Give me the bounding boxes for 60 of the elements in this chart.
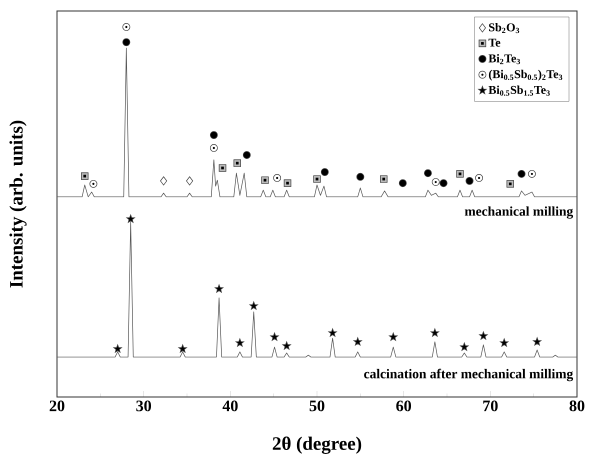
point xyxy=(432,178,440,186)
annotation: calcination after mechanical millimg xyxy=(364,368,574,382)
y-axis-title: Intensity (arb. units) xyxy=(9,120,27,288)
annotation: mechanical milling xyxy=(464,206,574,219)
point xyxy=(270,332,279,341)
point xyxy=(236,338,244,347)
point xyxy=(528,170,536,178)
point xyxy=(424,169,432,178)
point xyxy=(218,164,226,172)
point xyxy=(440,179,448,188)
point xyxy=(353,337,362,346)
point xyxy=(210,144,218,152)
point xyxy=(532,337,542,346)
point xyxy=(380,175,388,183)
x-tick-label: 60 xyxy=(396,400,412,412)
point xyxy=(214,284,224,293)
point xyxy=(186,176,194,186)
point xyxy=(460,342,469,351)
point xyxy=(282,341,291,350)
point xyxy=(456,170,464,178)
point xyxy=(210,131,218,139)
x-tick-label: 20 xyxy=(50,400,64,412)
point xyxy=(160,176,168,186)
x-axis-title: 2θ (degree) xyxy=(272,436,362,454)
point xyxy=(249,301,258,310)
point xyxy=(122,38,130,46)
point xyxy=(81,172,88,180)
point xyxy=(234,159,241,167)
legend-label: Bi$_{2}$Te$_{3}$ xyxy=(488,54,520,64)
point xyxy=(398,179,407,188)
point xyxy=(430,328,440,337)
point xyxy=(356,172,364,181)
point xyxy=(313,175,321,183)
point xyxy=(328,328,337,337)
point xyxy=(320,168,329,176)
point xyxy=(113,344,122,353)
x-tick-label: 70 xyxy=(483,400,498,412)
point xyxy=(261,176,269,184)
x-tick-label: 80 xyxy=(570,400,584,412)
x-tick-label: 30 xyxy=(136,400,152,412)
point xyxy=(89,180,98,188)
x-tick-label: 50 xyxy=(310,400,324,412)
point xyxy=(388,332,398,341)
point xyxy=(466,176,474,185)
point xyxy=(475,174,483,182)
point xyxy=(242,151,251,159)
point xyxy=(479,331,488,340)
point xyxy=(506,180,514,188)
point xyxy=(518,170,526,178)
point xyxy=(178,344,187,353)
point xyxy=(126,214,135,223)
legend-label: (Bi$_{0.5}$Sb$_{0.5}$)$_{2}$Te$_{3}$ xyxy=(488,70,562,81)
x-tick-label: 40 xyxy=(222,400,238,412)
legend-label: Te xyxy=(488,38,500,47)
legend-label: Bi$_{0.5}$Sb$_{1.5}$Te$_{3}$ xyxy=(488,86,550,96)
point xyxy=(284,179,292,187)
point xyxy=(500,338,509,347)
legend-label: Sb$_{2}$O$_{3}$ xyxy=(489,22,520,34)
point xyxy=(273,174,282,182)
point xyxy=(122,23,130,31)
